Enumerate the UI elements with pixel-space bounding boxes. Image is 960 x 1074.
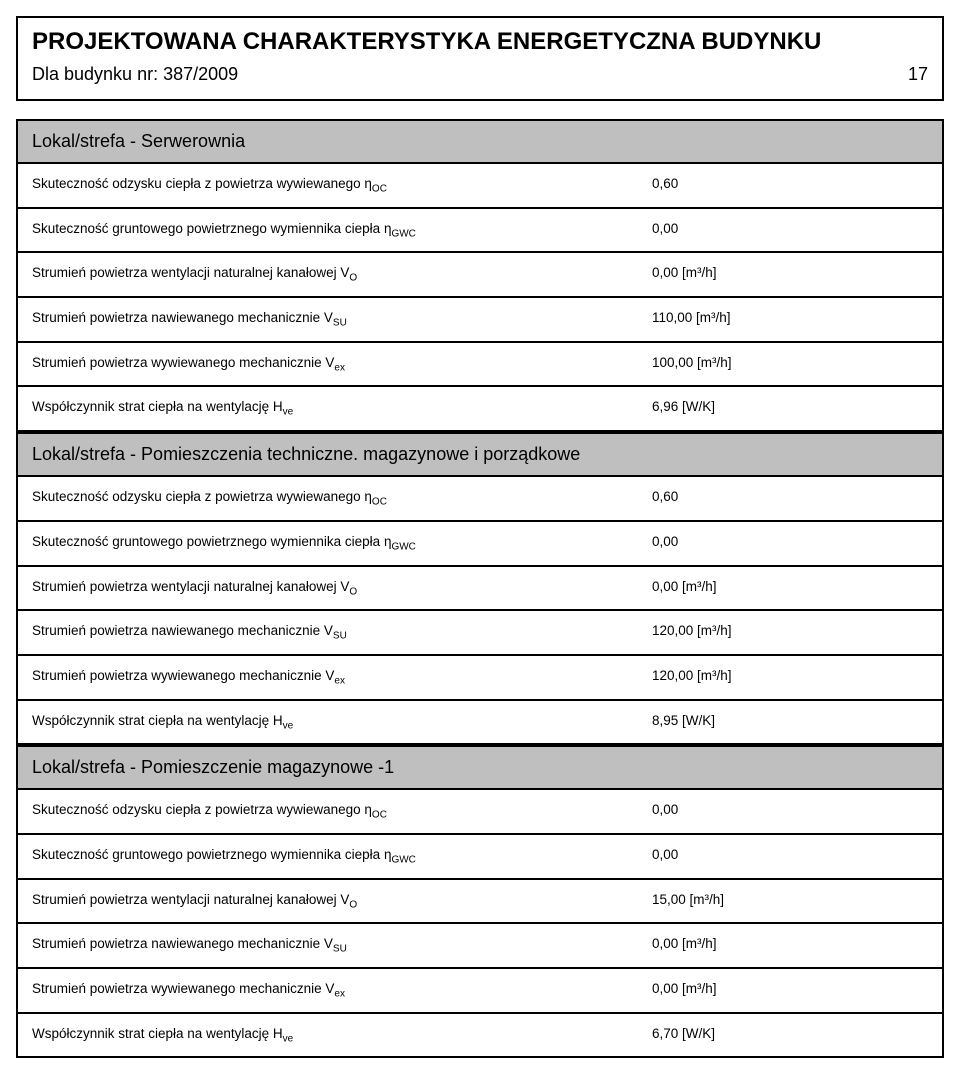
row-label: Skuteczność odzysku ciepła z powietrza w… (18, 164, 638, 207)
row-label: Strumień powietrza wywiewanego mechanicz… (18, 343, 638, 386)
row-label: Skuteczność gruntowego powietrznego wymi… (18, 522, 638, 565)
row-value: 0,00 (638, 522, 942, 565)
row-label: Strumień powietrza wentylacji naturalnej… (18, 880, 638, 923)
row-label: Strumień powietrza nawiewanego mechanicz… (18, 611, 638, 654)
table-row: Strumień powietrza wentylacji naturalnej… (18, 567, 942, 612)
table-row: Strumień powietrza nawiewanego mechanicz… (18, 924, 942, 969)
table-row: Strumień powietrza wentylacji naturalnej… (18, 253, 942, 298)
table-row: Skuteczność gruntowego powietrznego wymi… (18, 522, 942, 567)
table-row: Współczynnik strat ciepła na wentylację … (18, 701, 942, 746)
page-number: 17 (908, 64, 928, 85)
sections-container: Lokal/strefa - SerwerowniaSkuteczność od… (16, 119, 944, 1058)
row-value: 0,60 (638, 477, 942, 520)
table-row: Skuteczność gruntowego powietrznego wymi… (18, 209, 942, 254)
table-row: Strumień powietrza wentylacji naturalnej… (18, 880, 942, 925)
row-value: 0,00 (638, 790, 942, 833)
table-row: Skuteczność gruntowego powietrznego wymi… (18, 835, 942, 880)
row-value: 100,00 [m³/h] (638, 343, 942, 386)
table-row: Strumień powietrza nawiewanego mechanicz… (18, 611, 942, 656)
section-header: Lokal/strefa - Pomieszczenia techniczne.… (18, 432, 942, 477)
row-value: 6,96 [W/K] (638, 387, 942, 430)
row-label: Skuteczność odzysku ciepła z powietrza w… (18, 477, 638, 520)
row-label: Strumień powietrza wentylacji naturalnej… (18, 253, 638, 296)
main-title: PROJEKTOWANA CHARAKTERYSTYKA ENERGETYCZN… (32, 28, 928, 56)
row-value: 110,00 [m³/h] (638, 298, 942, 341)
row-value: 120,00 [m³/h] (638, 656, 942, 699)
row-value: 120,00 [m³/h] (638, 611, 942, 654)
row-label: Skuteczność gruntowego powietrznego wymi… (18, 209, 638, 252)
section-header: Lokal/strefa - Serwerownia (18, 121, 942, 164)
table-row: Skuteczność odzysku ciepła z powietrza w… (18, 790, 942, 835)
row-value: 0,00 [m³/h] (638, 567, 942, 610)
table-row: Skuteczność odzysku ciepła z powietrza w… (18, 164, 942, 209)
table-row: Strumień powietrza wywiewanego mechanicz… (18, 343, 942, 388)
table-row: Strumień powietrza wywiewanego mechanicz… (18, 656, 942, 701)
row-label: Skuteczność gruntowego powietrznego wymi… (18, 835, 638, 878)
table-row: Współczynnik strat ciepła na wentylację … (18, 1014, 942, 1057)
building-number: Dla budynku nr: 387/2009 (32, 64, 238, 85)
row-value: 0,00 (638, 209, 942, 252)
row-label: Skuteczność odzysku ciepła z powietrza w… (18, 790, 638, 833)
subtitle-row: Dla budynku nr: 387/2009 17 (32, 64, 928, 85)
row-label: Współczynnik strat ciepła na wentylację … (18, 387, 638, 430)
row-value: 0,00 [m³/h] (638, 969, 942, 1012)
row-value: 0,00 [m³/h] (638, 924, 942, 967)
table-row: Strumień powietrza nawiewanego mechanicz… (18, 298, 942, 343)
section-header: Lokal/strefa - Pomieszczenie magazynowe … (18, 745, 942, 790)
table-row: Skuteczność odzysku ciepła z powietrza w… (18, 477, 942, 522)
row-label: Strumień powietrza nawiewanego mechanicz… (18, 298, 638, 341)
row-value: 15,00 [m³/h] (638, 880, 942, 923)
row-value: 8,95 [W/K] (638, 701, 942, 744)
row-label: Współczynnik strat ciepła na wentylację … (18, 701, 638, 744)
row-value: 6,70 [W/K] (638, 1014, 942, 1057)
row-label: Współczynnik strat ciepła na wentylację … (18, 1014, 638, 1057)
row-label: Strumień powietrza nawiewanego mechanicz… (18, 924, 638, 967)
table-row: Współczynnik strat ciepła na wentylację … (18, 387, 942, 432)
document-header: PROJEKTOWANA CHARAKTERYSTYKA ENERGETYCZN… (16, 16, 944, 101)
row-value: 0,00 [m³/h] (638, 253, 942, 296)
row-label: Strumień powietrza wywiewanego mechanicz… (18, 969, 638, 1012)
row-label: Strumień powietrza wywiewanego mechanicz… (18, 656, 638, 699)
row-value: 0,60 (638, 164, 942, 207)
row-label: Strumień powietrza wentylacji naturalnej… (18, 567, 638, 610)
table-row: Strumień powietrza wywiewanego mechanicz… (18, 969, 942, 1014)
row-value: 0,00 (638, 835, 942, 878)
